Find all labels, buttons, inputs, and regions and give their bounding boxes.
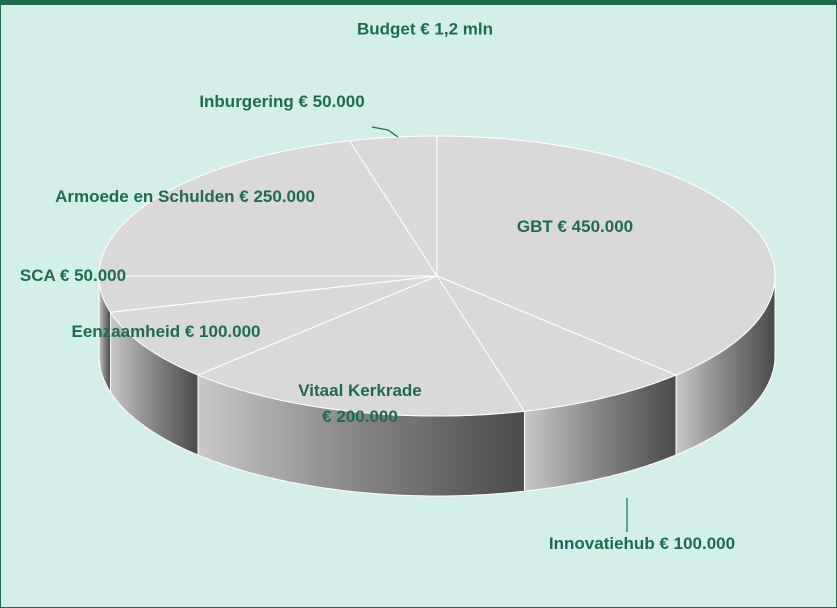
slice (196, 275, 526, 417)
top-band (0, 0, 837, 5)
value-label: € 200.000 (322, 407, 398, 426)
data-label: SCA € 50.000 (20, 266, 126, 285)
slice (109, 275, 438, 376)
category-label: Eenzaamheid (71, 322, 180, 341)
value-label: € 450.000 (557, 217, 633, 236)
value-label: € 250.000 (239, 187, 315, 206)
slice (98, 140, 438, 277)
slice (436, 135, 776, 376)
pie (98, 135, 776, 497)
data-label: GBT € 450.000 (517, 217, 633, 236)
slice (98, 275, 438, 313)
data-label: Innovatiehub € 100.000 (549, 534, 735, 553)
data-label: Eenzaamheid € 100.000 (71, 322, 260, 341)
value-label: € 100.000 (185, 322, 261, 341)
category-label: SCA (20, 266, 56, 285)
leader-line (371, 126, 399, 138)
data-label: Armoede en Schulden € 250.000 (55, 187, 315, 206)
value-label: € 50.000 (60, 266, 126, 285)
data-label: Inburgering € 50.000 (199, 92, 364, 111)
category-label: Innovatiehub (549, 534, 655, 553)
value-label: € 50.000 (299, 92, 365, 111)
slice (435, 274, 678, 412)
category-label: GBT (517, 217, 554, 236)
slice (348, 135, 438, 278)
labels: GBT € 450.000 Innovatiehub € 100.000 Vitaa… (20, 92, 735, 553)
category-label: Vitaal Kerkrade (298, 381, 421, 400)
chart-title: Budget € 1,2 mln (357, 19, 493, 38)
data-label: Vitaal Kerkrade € 200.000 (298, 381, 421, 426)
category-label: Inburgering (199, 92, 293, 111)
value-label: € 100.000 (659, 534, 735, 553)
category-label: Armoede en Schulden (55, 187, 234, 206)
